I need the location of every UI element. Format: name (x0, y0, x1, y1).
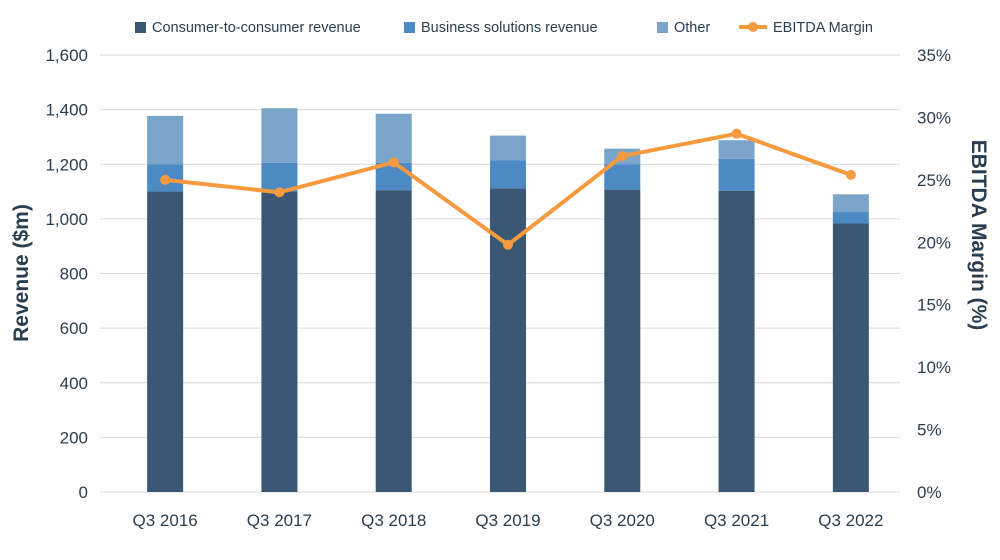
x-tick-label: Q3 2018 (361, 511, 426, 530)
x-tick-label: Q3 2022 (818, 511, 883, 530)
y2-tick-label: 0% (917, 483, 942, 502)
bar-segment (718, 190, 755, 493)
ebitda-point (617, 151, 628, 162)
bar-segment (604, 164, 641, 190)
x-tick-label: Q3 2020 (590, 511, 655, 530)
y-axis-ticks: 0 200 400 600 800 1,000 1,200 1,400 1,600 (45, 46, 88, 502)
y2-tick-label: 15% (917, 296, 951, 315)
legend-swatch (404, 22, 415, 33)
y-tick-label: 1,000 (45, 210, 88, 229)
y-tick-label: 1,600 (45, 46, 88, 65)
y2-tick-label: 20% (917, 233, 951, 252)
y-tick-label: 600 (60, 319, 88, 338)
y2-axis-ticks: 0% 5% 10% 15% 20% 25% 30% 35% (917, 46, 951, 502)
y-tick-label: 800 (60, 265, 88, 284)
bar-segment (375, 113, 412, 163)
ebitda-point (274, 187, 285, 198)
ebitda-point (731, 128, 742, 139)
bar-segment (147, 191, 184, 492)
bar-segment (147, 115, 184, 165)
y-tick-label: 200 (60, 428, 88, 447)
ebitda-point (503, 239, 513, 250)
legend-swatch (135, 22, 146, 33)
legend-label: Other (674, 20, 710, 36)
legend-swatch (748, 22, 758, 32)
bar-segment (718, 158, 755, 191)
legend-swatch (657, 22, 668, 33)
bar-segment (832, 194, 869, 213)
y2-tick-label: 10% (917, 358, 951, 377)
x-axis-ticks: Q3 2016 Q3 2017 Q3 2018 Q3 2019 Q3 2020 Q3 20… (133, 511, 884, 530)
ebitda-point (160, 174, 171, 185)
ebitda-line-series (160, 128, 856, 250)
bar-segment (832, 223, 869, 492)
y-tick-label: 400 (60, 374, 88, 393)
y2-tick-label: 25% (917, 171, 951, 190)
y2-tick-label: 35% (917, 46, 951, 65)
bar-segment (261, 191, 298, 492)
y2-tick-label: 5% (917, 421, 942, 440)
y2-axis-title: EBITDA Margin (%) (967, 140, 990, 331)
bar-segment (490, 188, 526, 492)
y2-tick-label: 30% (917, 108, 951, 127)
bar-segment (490, 135, 526, 161)
ebitda-point (845, 169, 856, 180)
x-tick-label: Q3 2017 (247, 511, 312, 530)
y-tick-label: 1,400 (45, 101, 88, 120)
bar-segment (718, 140, 755, 159)
y-axis-title: Revenue ($m) (10, 204, 33, 342)
bar-segment (261, 162, 298, 192)
legend-label: EBITDA Margin (773, 20, 873, 36)
bar-segment (604, 189, 641, 492)
ebitda-point (388, 157, 399, 168)
x-tick-label: Q3 2019 (475, 511, 540, 530)
bar-segment (832, 212, 869, 224)
x-tick-label: Q3 2021 (704, 511, 769, 530)
legend-label: Consumer-to-consumer revenue (152, 20, 361, 36)
legend-label: Business solutions revenue (421, 20, 598, 36)
bar-segment (375, 190, 412, 492)
x-tick-label: Q3 2016 (133, 511, 198, 530)
y-tick-label: 1,200 (45, 155, 88, 174)
y-tick-label: 0 (79, 483, 88, 502)
bars (147, 108, 869, 493)
bar-segment (490, 160, 526, 189)
bar-segment (261, 108, 298, 163)
legend: Consumer-to-consumer revenue Business sol… (135, 20, 873, 36)
